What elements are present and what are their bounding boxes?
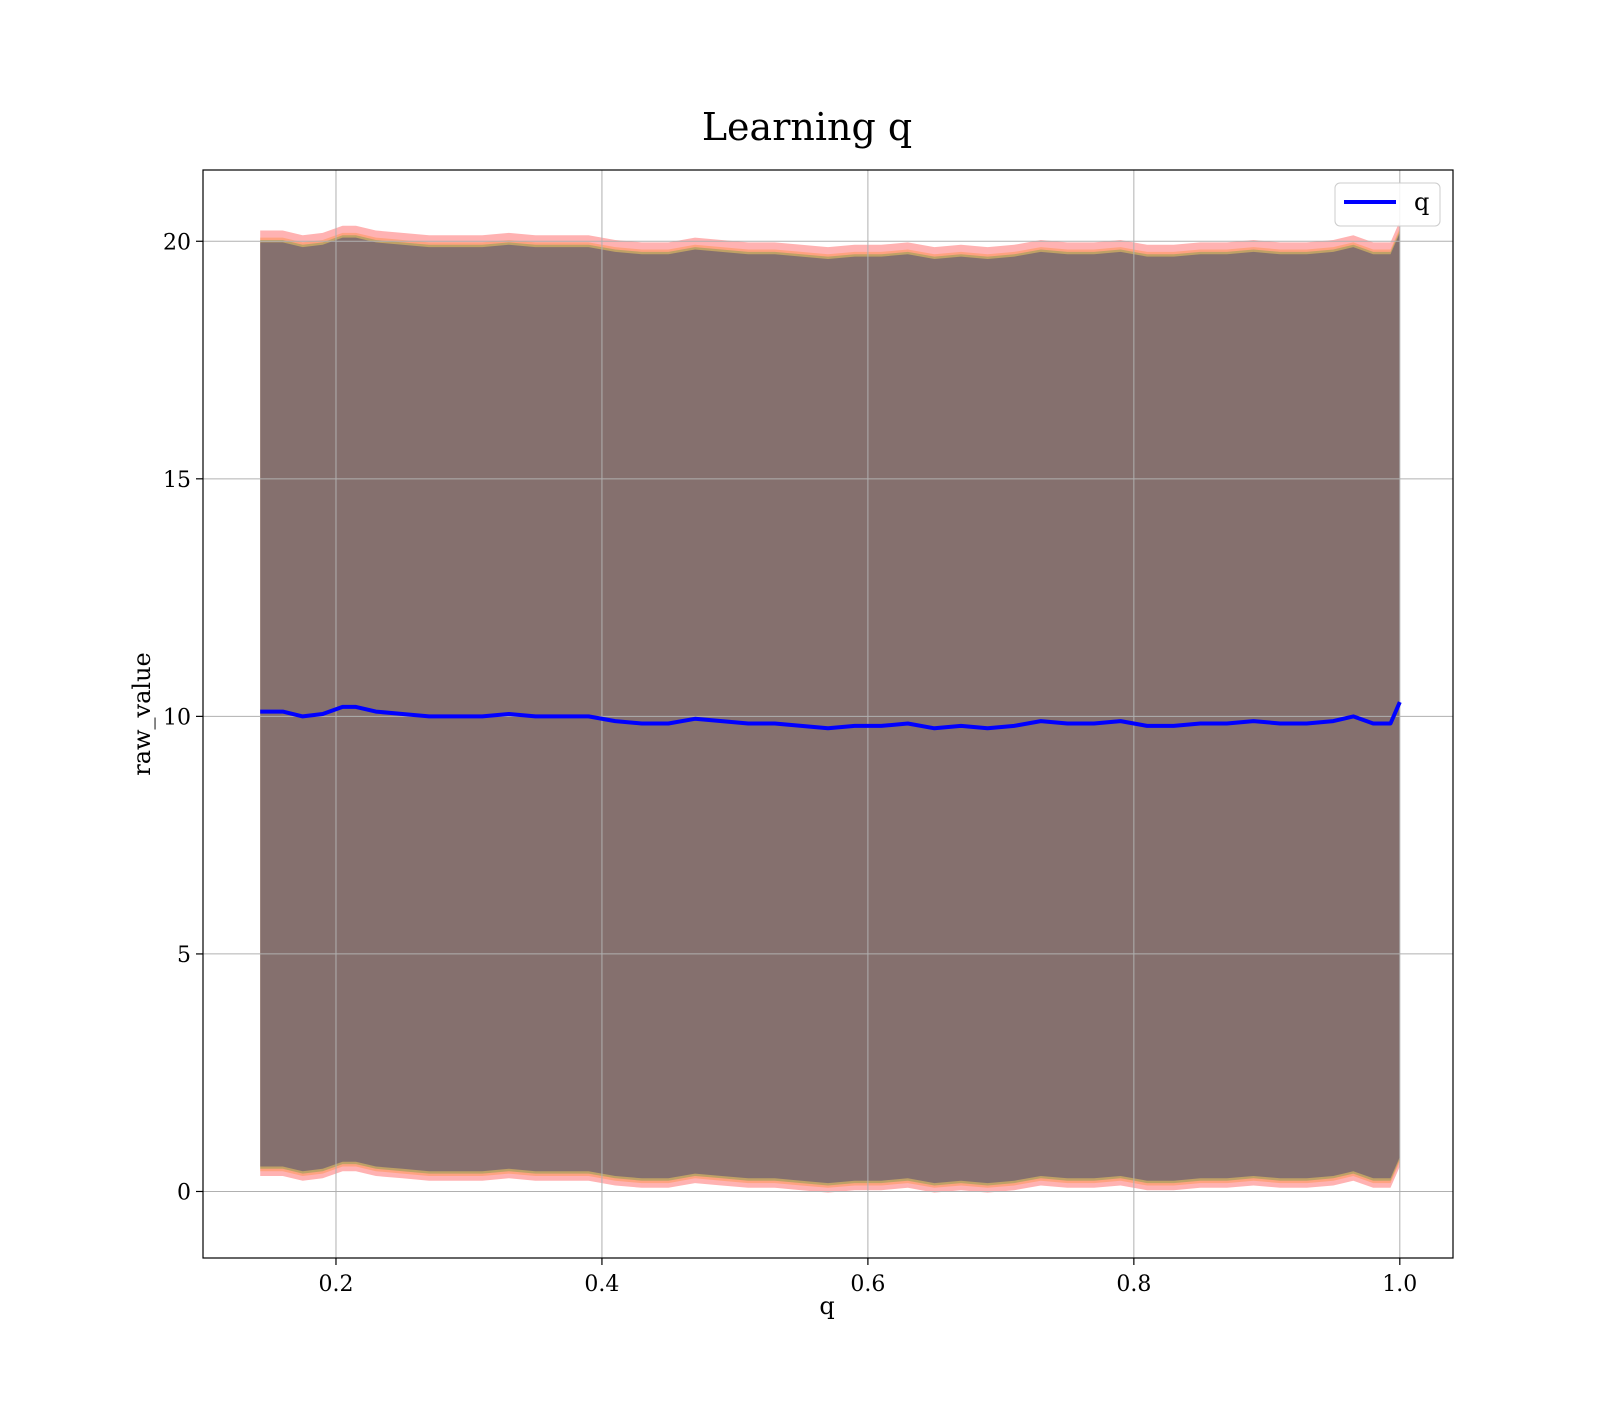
y-axis-label: raw_value — [128, 652, 156, 776]
series-line-q — [260, 701, 1402, 731]
x-tick-label: 1.0 — [1382, 1272, 1417, 1297]
y-axis-ticks: 0 5 10 15 20 — [163, 230, 203, 1205]
x-tick-label: 0.8 — [1116, 1272, 1151, 1297]
plot-frame — [202, 169, 1454, 1259]
y-tick-label: 5 — [177, 943, 191, 968]
confidence-band-4 — [260, 232, 1400, 1184]
x-tick-label: 0.4 — [584, 1272, 619, 1297]
x-axis-label: q — [819, 1292, 834, 1320]
legend-box — [1334, 182, 1441, 227]
y-tick-label: 15 — [163, 468, 191, 493]
series-lines — [260, 701, 1402, 731]
grid — [203, 170, 1453, 1258]
x-axis-ticks: 0.2 0.4 0.6 0.8 1.0 — [318, 1258, 1417, 1297]
legend: q — [1334, 182, 1441, 227]
y-tick-label: 20 — [163, 230, 191, 255]
confidence-band-3 — [260, 230, 1400, 1186]
y-tick-label: 10 — [163, 705, 191, 730]
x-tick-label: 0.2 — [318, 1272, 353, 1297]
confidence-band-2 — [260, 228, 1400, 1188]
chart-title: Learning q — [702, 105, 912, 149]
y-tick-label: 0 — [177, 1180, 191, 1205]
confidence-bands — [260, 221, 1400, 1193]
x-tick-label: 0.6 — [850, 1272, 885, 1297]
legend-label-q: q — [1414, 188, 1429, 216]
confidence-band-1 — [260, 221, 1400, 1193]
